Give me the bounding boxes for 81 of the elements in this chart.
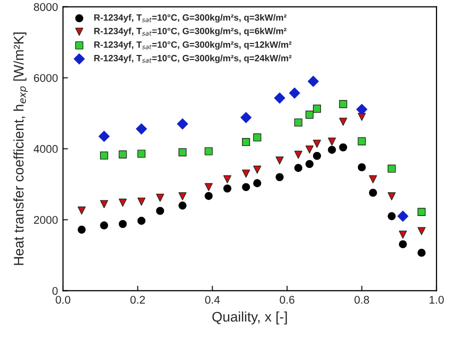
point bbox=[118, 150, 127, 158]
point bbox=[156, 206, 164, 215]
point bbox=[305, 145, 314, 154]
point bbox=[339, 118, 348, 126]
point bbox=[118, 198, 127, 207]
point bbox=[356, 104, 368, 115]
point bbox=[136, 123, 147, 134]
point bbox=[98, 130, 110, 142]
point bbox=[294, 164, 302, 172]
point bbox=[137, 216, 146, 225]
point bbox=[294, 150, 302, 159]
y-tick-label: 8000 bbox=[34, 3, 58, 11]
point bbox=[368, 175, 378, 184]
point bbox=[418, 248, 426, 257]
point bbox=[223, 184, 232, 193]
point bbox=[388, 212, 396, 220]
point bbox=[137, 198, 146, 206]
point bbox=[294, 118, 302, 127]
x-tick-label: 0.2 bbox=[130, 296, 145, 304]
point bbox=[100, 200, 108, 208]
point bbox=[178, 148, 187, 156]
point bbox=[100, 221, 108, 230]
y-axis-title: Heat transfer coefficient, h$_{exp}$ [W/m²K] bbox=[13, 32, 28, 265]
point bbox=[156, 194, 164, 202]
legend-label: R-1234yf, T$_{sat}$=10°C, G=300kg/m²s, q=3kW/m² bbox=[94, 14, 286, 23]
point bbox=[242, 170, 250, 178]
point bbox=[204, 147, 213, 156]
point bbox=[418, 227, 426, 236]
point bbox=[312, 104, 322, 113]
point bbox=[100, 151, 108, 160]
point bbox=[253, 179, 262, 188]
point bbox=[328, 138, 336, 146]
point bbox=[305, 110, 314, 119]
x-tick-label: 0.4 bbox=[205, 296, 220, 304]
legend-label: R-1234yf, T$_{sat}$=10°C, G=300kg/m²s, q=24kW/m² bbox=[94, 54, 292, 64]
y-tick-label: 2000 bbox=[34, 216, 58, 224]
point bbox=[368, 188, 378, 197]
point bbox=[358, 163, 366, 172]
point bbox=[418, 208, 426, 216]
point bbox=[240, 112, 252, 124]
point bbox=[308, 76, 319, 87]
point bbox=[178, 202, 187, 210]
point bbox=[242, 138, 250, 146]
point bbox=[204, 183, 213, 192]
point bbox=[137, 150, 146, 158]
point bbox=[339, 100, 348, 108]
point bbox=[312, 152, 322, 160]
point bbox=[242, 183, 250, 192]
point bbox=[276, 156, 284, 165]
point bbox=[204, 192, 213, 200]
point bbox=[253, 133, 262, 142]
point bbox=[78, 206, 86, 215]
point bbox=[312, 140, 322, 148]
point bbox=[305, 160, 314, 168]
point bbox=[118, 220, 127, 228]
x-axis-title: Quaility, x [-] bbox=[212, 311, 287, 324]
point bbox=[388, 164, 396, 173]
point bbox=[358, 137, 366, 146]
point bbox=[274, 92, 286, 104]
point bbox=[388, 192, 396, 200]
y-tick-label: 0 bbox=[52, 286, 58, 295]
point bbox=[253, 166, 262, 174]
point bbox=[223, 175, 232, 184]
legend-label: R-1234yf, T$_{sat}$=10°C, G=300kg/m²s, q=6kW/m² bbox=[94, 28, 286, 36]
point bbox=[397, 210, 408, 222]
y-tick-label: 6000 bbox=[34, 74, 58, 82]
legend-label: R-1234yf, T$_{sat}$=10°C, G=300kg/m²s, q=12kW/m² bbox=[94, 41, 292, 50]
point bbox=[78, 226, 86, 234]
point bbox=[176, 118, 188, 130]
point bbox=[339, 143, 348, 152]
x-tick-label: 0.6 bbox=[280, 296, 294, 304]
x-tick-label: 0.8 bbox=[354, 296, 370, 304]
x-tick-label: 0.0 bbox=[56, 296, 70, 304]
point bbox=[398, 230, 407, 239]
point bbox=[289, 88, 300, 99]
point bbox=[328, 146, 336, 154]
point bbox=[178, 192, 187, 200]
point bbox=[276, 173, 284, 182]
y-tick-label: 4000 bbox=[34, 145, 58, 153]
point bbox=[398, 240, 407, 248]
x-tick-label: 1.0 bbox=[430, 296, 444, 304]
